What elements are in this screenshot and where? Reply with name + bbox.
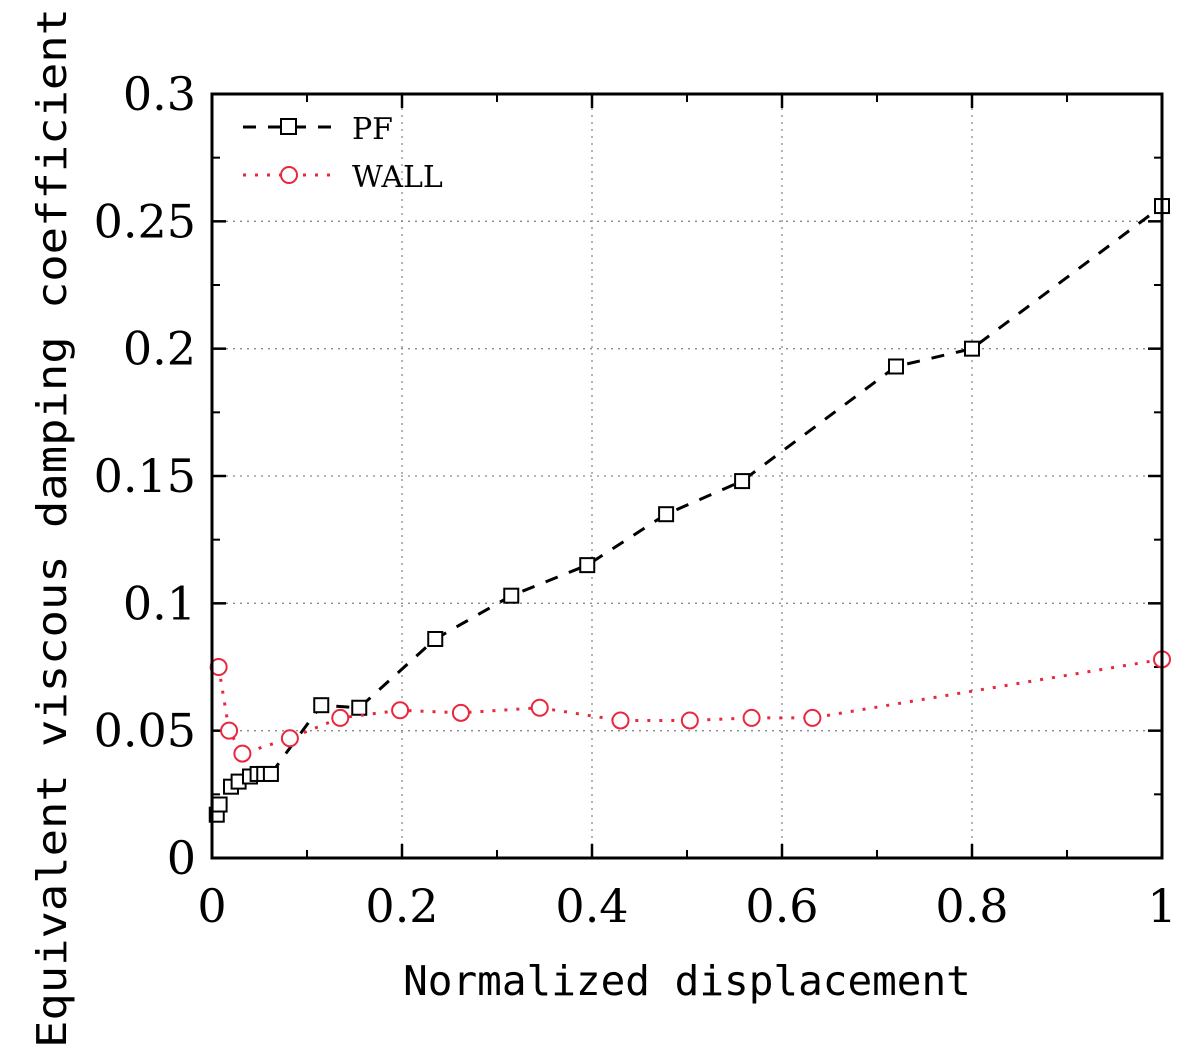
data-point-wall bbox=[233, 744, 252, 763]
plot-frame bbox=[210, 92, 1164, 860]
y-tick-label: 0.2 bbox=[123, 322, 196, 376]
data-point-pf bbox=[888, 358, 904, 375]
data-point-pf bbox=[579, 557, 596, 574]
legend-wall-label: WALL bbox=[352, 160, 443, 195]
data-point-pf bbox=[964, 340, 980, 357]
x-tick-label: 0.2 bbox=[365, 879, 438, 933]
y-tick-label: 0.25 bbox=[94, 194, 196, 248]
x-tick-label: 0.6 bbox=[745, 879, 818, 933]
y-axis-title: Equivalent viscous damping coefficient bbox=[28, 8, 76, 1048]
data-point-pf bbox=[351, 699, 368, 716]
x-tick-label: 0.4 bbox=[555, 879, 628, 933]
y-tick-label: 0.1 bbox=[123, 576, 196, 630]
data-point-pf bbox=[503, 587, 520, 604]
y-tick-label: 0.05 bbox=[94, 704, 196, 758]
y-tick-label: 0.15 bbox=[94, 449, 196, 503]
series-line-pf bbox=[215, 204, 1163, 816]
x-axis-title: Normalized displacement bbox=[403, 957, 971, 1005]
data-point-pf bbox=[262, 765, 279, 782]
data-point-pf bbox=[427, 630, 444, 647]
data-point-wall bbox=[742, 708, 761, 727]
data-point-wall bbox=[530, 698, 549, 717]
data-point-pf bbox=[734, 473, 751, 490]
y-tick-label: 0.3 bbox=[123, 67, 196, 121]
x-tick-label: 0.8 bbox=[935, 879, 1008, 933]
data-point-pf bbox=[658, 506, 675, 523]
grid bbox=[212, 94, 1162, 858]
legend-pf-label: PF bbox=[352, 112, 393, 147]
data-point-wall bbox=[680, 711, 699, 730]
legend-entry-wall: WALL bbox=[243, 160, 443, 195]
series-wall bbox=[209, 650, 1171, 763]
series-pf bbox=[208, 198, 1170, 823]
legend: PF WALL bbox=[243, 112, 443, 195]
legend-pf-marker bbox=[280, 118, 297, 135]
data-point-wall bbox=[331, 708, 350, 727]
y-tick-labels: 0 0.05 0.1 0.15 0.2 0.25 0.3 bbox=[94, 67, 196, 885]
data-point-wall bbox=[451, 703, 470, 722]
axis-ticks bbox=[210, 92, 1164, 860]
data-point-wall bbox=[391, 701, 410, 720]
x-tick-labels: 0 0.2 0.4 0.6 0.8 1 bbox=[197, 879, 1176, 933]
legend-wall-marker bbox=[280, 166, 298, 184]
legend-entry-pf: PF bbox=[243, 112, 393, 147]
x-tick-label: 0 bbox=[197, 879, 226, 933]
data-point-pf bbox=[313, 697, 330, 714]
series-layer bbox=[208, 198, 1171, 823]
data-point-wall bbox=[611, 711, 630, 730]
data-point-wall bbox=[280, 729, 299, 748]
x-tick-label: 1 bbox=[1147, 879, 1176, 933]
data-point-wall bbox=[220, 721, 239, 740]
data-point-pf bbox=[211, 796, 228, 813]
y-tick-label: 0 bbox=[167, 831, 196, 885]
data-point-wall bbox=[803, 708, 822, 727]
